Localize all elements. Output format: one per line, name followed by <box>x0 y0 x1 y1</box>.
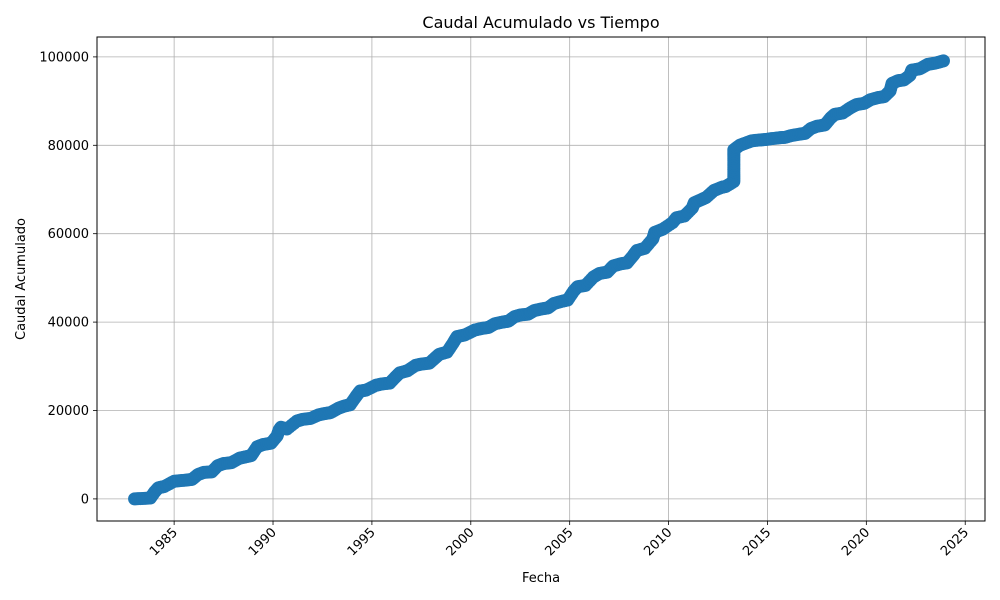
y-axis-ticks: 0 20000 40000 60000 80000 100000 <box>39 50 97 507</box>
y-tick-label: 80000 <box>48 139 89 154</box>
y-tick-label: 60000 <box>48 227 89 242</box>
scatter-points <box>128 54 950 506</box>
y-tick-label: 0 <box>81 492 89 507</box>
y-axis-label: Caudal Acumulado <box>14 218 29 340</box>
grid-lines <box>97 37 985 521</box>
chart-title: Caudal Acumulado vs Tiempo <box>422 13 659 32</box>
y-tick-label: 100000 <box>39 50 89 65</box>
y-tick-label: 20000 <box>48 404 89 419</box>
data-point <box>936 54 950 68</box>
y-tick-label: 40000 <box>48 316 89 331</box>
plot-frame <box>96 36 986 522</box>
x-axis-label: Fecha <box>522 571 560 586</box>
